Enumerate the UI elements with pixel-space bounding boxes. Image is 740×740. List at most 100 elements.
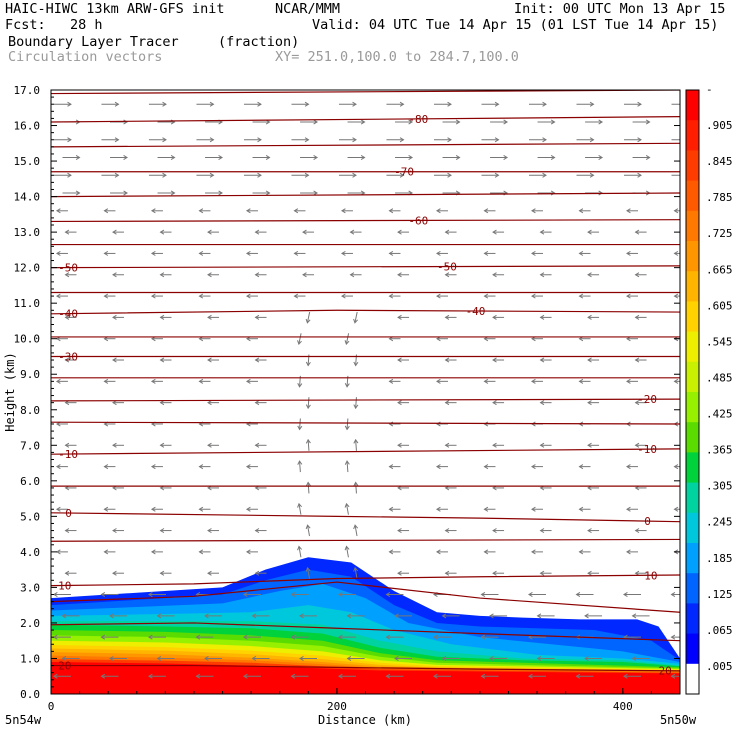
wind-vector-head [254, 442, 260, 448]
wind-vector-head [626, 506, 631, 512]
colorbar-label: .245 [706, 516, 733, 529]
wind-vector-head [539, 442, 545, 448]
y-tick-label: 6.0 [20, 475, 40, 488]
wind-vector-head [441, 655, 447, 661]
wind-vector-head [673, 293, 679, 299]
wind-vector-head [305, 524, 311, 530]
wind-vector-head [112, 442, 117, 448]
wind-vector-head [494, 137, 500, 143]
wind-vector-head [198, 464, 204, 470]
wind-vector-head [207, 229, 212, 235]
wind-vector-head [388, 378, 394, 384]
wind-vector-head [436, 293, 441, 299]
wind-vector-head [539, 528, 545, 534]
colorbar-label: .785 [706, 191, 733, 204]
wind-vector-head [550, 155, 556, 160]
init-time: Init: 00 UTC Mon 13 Apr 15 [514, 1, 726, 17]
contour-line-5 [51, 512, 680, 523]
wind-vector-head [634, 357, 640, 363]
wind-vector-head [388, 293, 394, 299]
colorbar-label: .545 [706, 335, 733, 348]
overlay-name: Circulation vectors [8, 49, 163, 65]
wind-vector-head [397, 314, 402, 320]
wind-vector-head [542, 101, 547, 107]
y-tick-label: 9.0 [20, 368, 40, 381]
wind-vector-head [254, 229, 260, 235]
wind-vector-head [587, 314, 592, 320]
wind-vector-head [254, 314, 260, 320]
wind-vector-head [550, 190, 556, 196]
wind-vector-head [75, 155, 81, 160]
wind-vector-head [634, 272, 640, 278]
wind-vector-head [670, 673, 676, 679]
wind-vector-head [112, 272, 117, 278]
wind-vector-head [539, 357, 545, 363]
wind-vector-head [103, 464, 109, 470]
wind-vector-head [340, 293, 346, 299]
wind-vector-head [634, 229, 640, 235]
wind-vector-head [444, 400, 450, 406]
contour-label: -50 [58, 262, 78, 275]
x-axis-label: Distance (km) [318, 713, 412, 727]
wind-vector-head [575, 592, 581, 598]
wind-vector-head [626, 378, 631, 384]
wind-vector-head [114, 172, 120, 178]
wind-vector-head [587, 229, 592, 235]
wind-vector-head [64, 229, 70, 235]
wind-vector-head [100, 592, 106, 598]
wind-vector-head [670, 634, 676, 640]
wind-vector-head [337, 592, 343, 598]
wind-vector-head [100, 634, 106, 640]
colorbar-swatch [686, 512, 699, 544]
wind-vector-head [353, 438, 359, 444]
wind-vector-head [209, 137, 215, 143]
wind-vector-head [64, 528, 70, 534]
wind-vector-head [637, 172, 642, 178]
colorbar-swatch [686, 271, 699, 302]
wind-vector-head [150, 293, 156, 299]
wind-vector-head [297, 460, 303, 465]
colorbar-swatch [686, 120, 699, 151]
wind-vector-head [483, 378, 489, 384]
wind-vector-head [207, 528, 212, 534]
wind-vector-head [536, 613, 542, 619]
wind-vector-head [349, 272, 355, 278]
contour-line-1 [51, 622, 680, 642]
wind-vector-head [67, 172, 72, 178]
wind-vector-head [483, 464, 489, 470]
contour-line-4 [51, 538, 680, 542]
wind-vector-head [290, 673, 296, 679]
wind-vector-head [198, 250, 204, 256]
wind-vector-head [447, 172, 452, 178]
wind-vector-head [492, 357, 497, 363]
y-tick-label: 16.0 [14, 120, 41, 133]
y-tick-label: 11.0 [14, 297, 41, 310]
colorbar-swatch [686, 603, 699, 635]
contour-label: 20 [659, 665, 672, 678]
wind-vector-head [207, 314, 212, 320]
wind-vector-head [245, 293, 251, 299]
wind-vector-head [114, 101, 120, 107]
wind-vector-head [531, 378, 536, 384]
wind-vector-head [150, 506, 156, 512]
wind-vector-head [305, 566, 311, 572]
wind-vector-head [61, 655, 67, 661]
wind-vector-head [209, 101, 215, 107]
wind-vector-head [531, 464, 536, 470]
colorbar-swatch [686, 392, 699, 423]
wind-vector-head [265, 190, 271, 196]
wind-vector-head [150, 378, 156, 384]
wind-vector-head [293, 293, 299, 299]
wind-vector-head [360, 155, 366, 160]
y-tick-label: 2.0 [20, 617, 40, 630]
wind-vector-head [195, 634, 201, 640]
wind-vector-head [492, 229, 497, 235]
colorbar-swatch [686, 573, 699, 604]
wind-vector-head [242, 673, 248, 679]
x-tick-label: 200 [327, 700, 347, 713]
wind-vector-head [397, 400, 402, 406]
wind-vector-head [52, 673, 58, 679]
colorbar-swatch [686, 90, 699, 121]
contour-line-17 [51, 219, 680, 223]
wind-vector-head [337, 634, 343, 640]
